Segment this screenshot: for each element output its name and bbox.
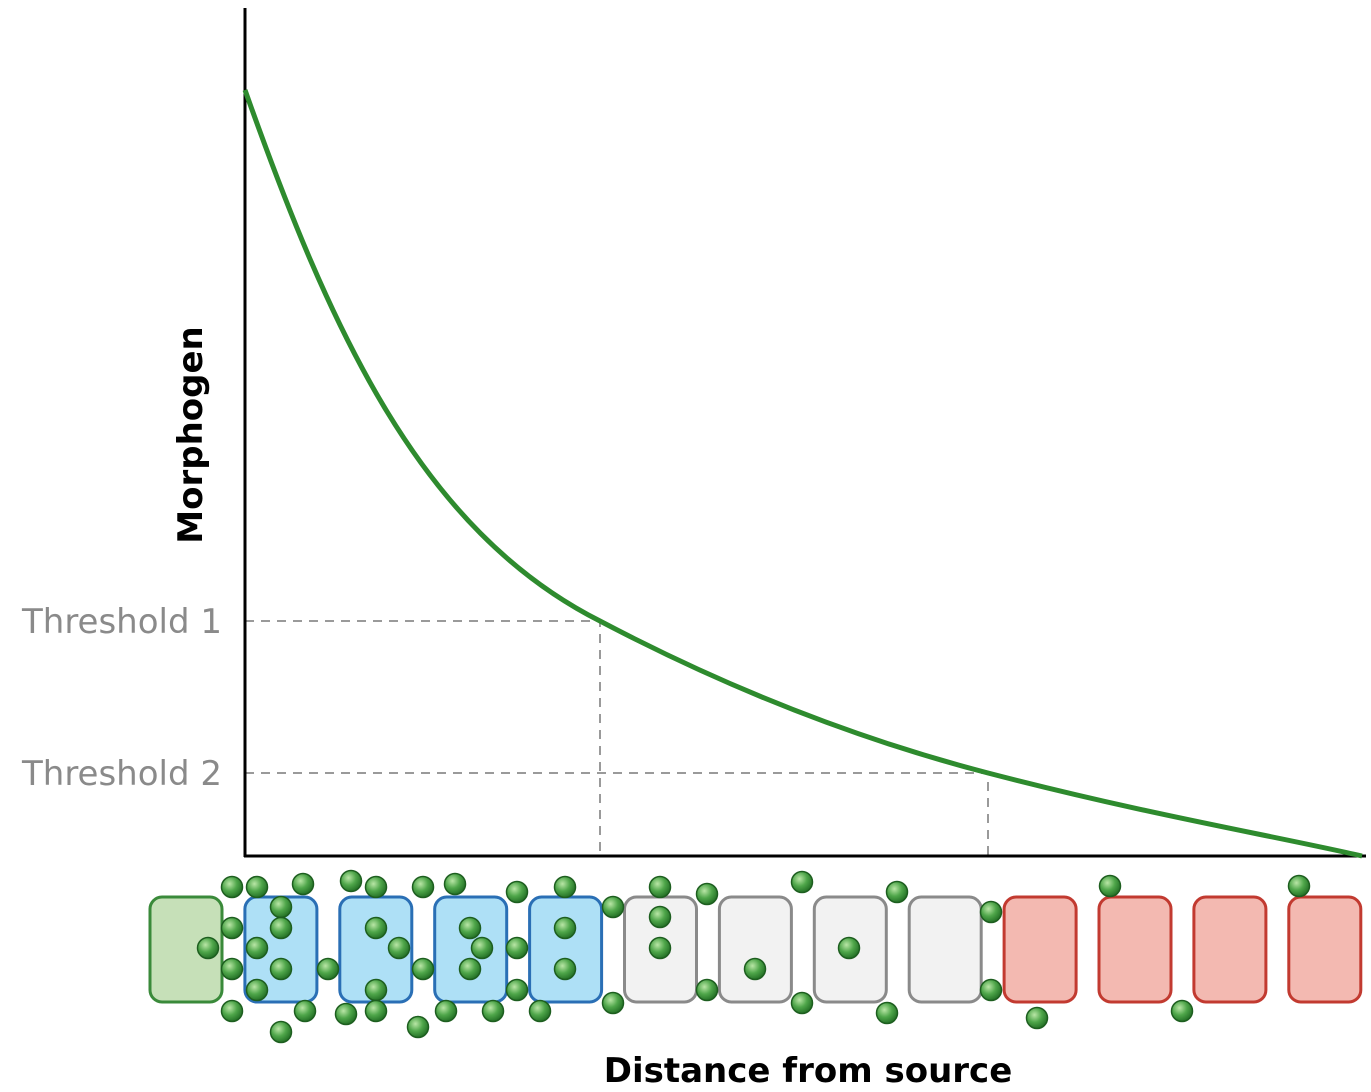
threshold-1-guide [245, 621, 600, 856]
molecule [336, 1004, 357, 1025]
cell [435, 897, 507, 1002]
molecule [507, 980, 528, 1001]
molecule [839, 938, 860, 959]
morphogen-curve [245, 90, 1362, 856]
molecule [697, 884, 718, 905]
molecule [792, 872, 813, 893]
threshold-label: Threshold 1 [21, 602, 222, 642]
molecule [271, 897, 292, 918]
molecule [507, 882, 528, 903]
molecule [650, 938, 671, 959]
molecule [445, 874, 466, 895]
molecule [530, 1001, 551, 1022]
cell [530, 897, 602, 1002]
molecule [792, 993, 813, 1014]
molecule [198, 938, 219, 959]
molecule [341, 871, 362, 892]
molecule [222, 877, 243, 898]
molecule [887, 882, 908, 903]
molecule [366, 877, 387, 898]
molecule [603, 897, 624, 918]
molecule [436, 1001, 457, 1022]
cell [1099, 897, 1171, 1002]
molecule [413, 877, 434, 898]
molecule [247, 877, 268, 898]
molecule [981, 902, 1002, 923]
molecule [366, 980, 387, 1001]
molecule [271, 959, 292, 980]
molecule [222, 918, 243, 939]
diagram: Threshold 1 Threshold 2 Morphogen Distan… [0, 0, 1371, 1092]
molecule [877, 1003, 898, 1024]
molecule [1100, 876, 1121, 897]
molecule [271, 918, 292, 939]
molecule [389, 938, 410, 959]
molecule [555, 877, 576, 898]
y-axis-label: Morphogen [171, 326, 211, 543]
cell [1194, 897, 1266, 1002]
molecule [1172, 1001, 1193, 1022]
molecule [555, 918, 576, 939]
molecule [366, 918, 387, 939]
x-axis-label: Distance from source [604, 1051, 1013, 1091]
molecule [555, 959, 576, 980]
molecule [271, 1022, 292, 1043]
cell [1289, 897, 1361, 1002]
molecule [483, 1001, 504, 1022]
molecule [293, 874, 314, 895]
molecule [247, 938, 268, 959]
molecule [1289, 876, 1310, 897]
cell [1004, 897, 1076, 1002]
molecule [650, 907, 671, 928]
cell [909, 897, 981, 1002]
molecule [1027, 1008, 1048, 1029]
molecule [366, 1001, 387, 1022]
molecule [697, 980, 718, 1001]
molecule [981, 980, 1002, 1001]
cells [150, 897, 1361, 1002]
molecule [408, 1017, 429, 1038]
molecule [413, 959, 434, 980]
cell [719, 897, 791, 1002]
molecule [460, 959, 481, 980]
molecule [222, 1001, 243, 1022]
molecule [472, 938, 493, 959]
molecule [460, 918, 481, 939]
molecule [745, 959, 766, 980]
threshold-label: Threshold 2 [21, 754, 222, 794]
molecule [247, 980, 268, 1001]
page: Threshold 1 Threshold 2 Morphogen Distan… [0, 0, 1371, 1092]
molecule [318, 959, 339, 980]
molecule [603, 993, 624, 1014]
molecule [295, 1001, 316, 1022]
molecule [222, 959, 243, 980]
threshold-2-guide [245, 773, 988, 856]
molecule [650, 877, 671, 898]
molecule [507, 938, 528, 959]
